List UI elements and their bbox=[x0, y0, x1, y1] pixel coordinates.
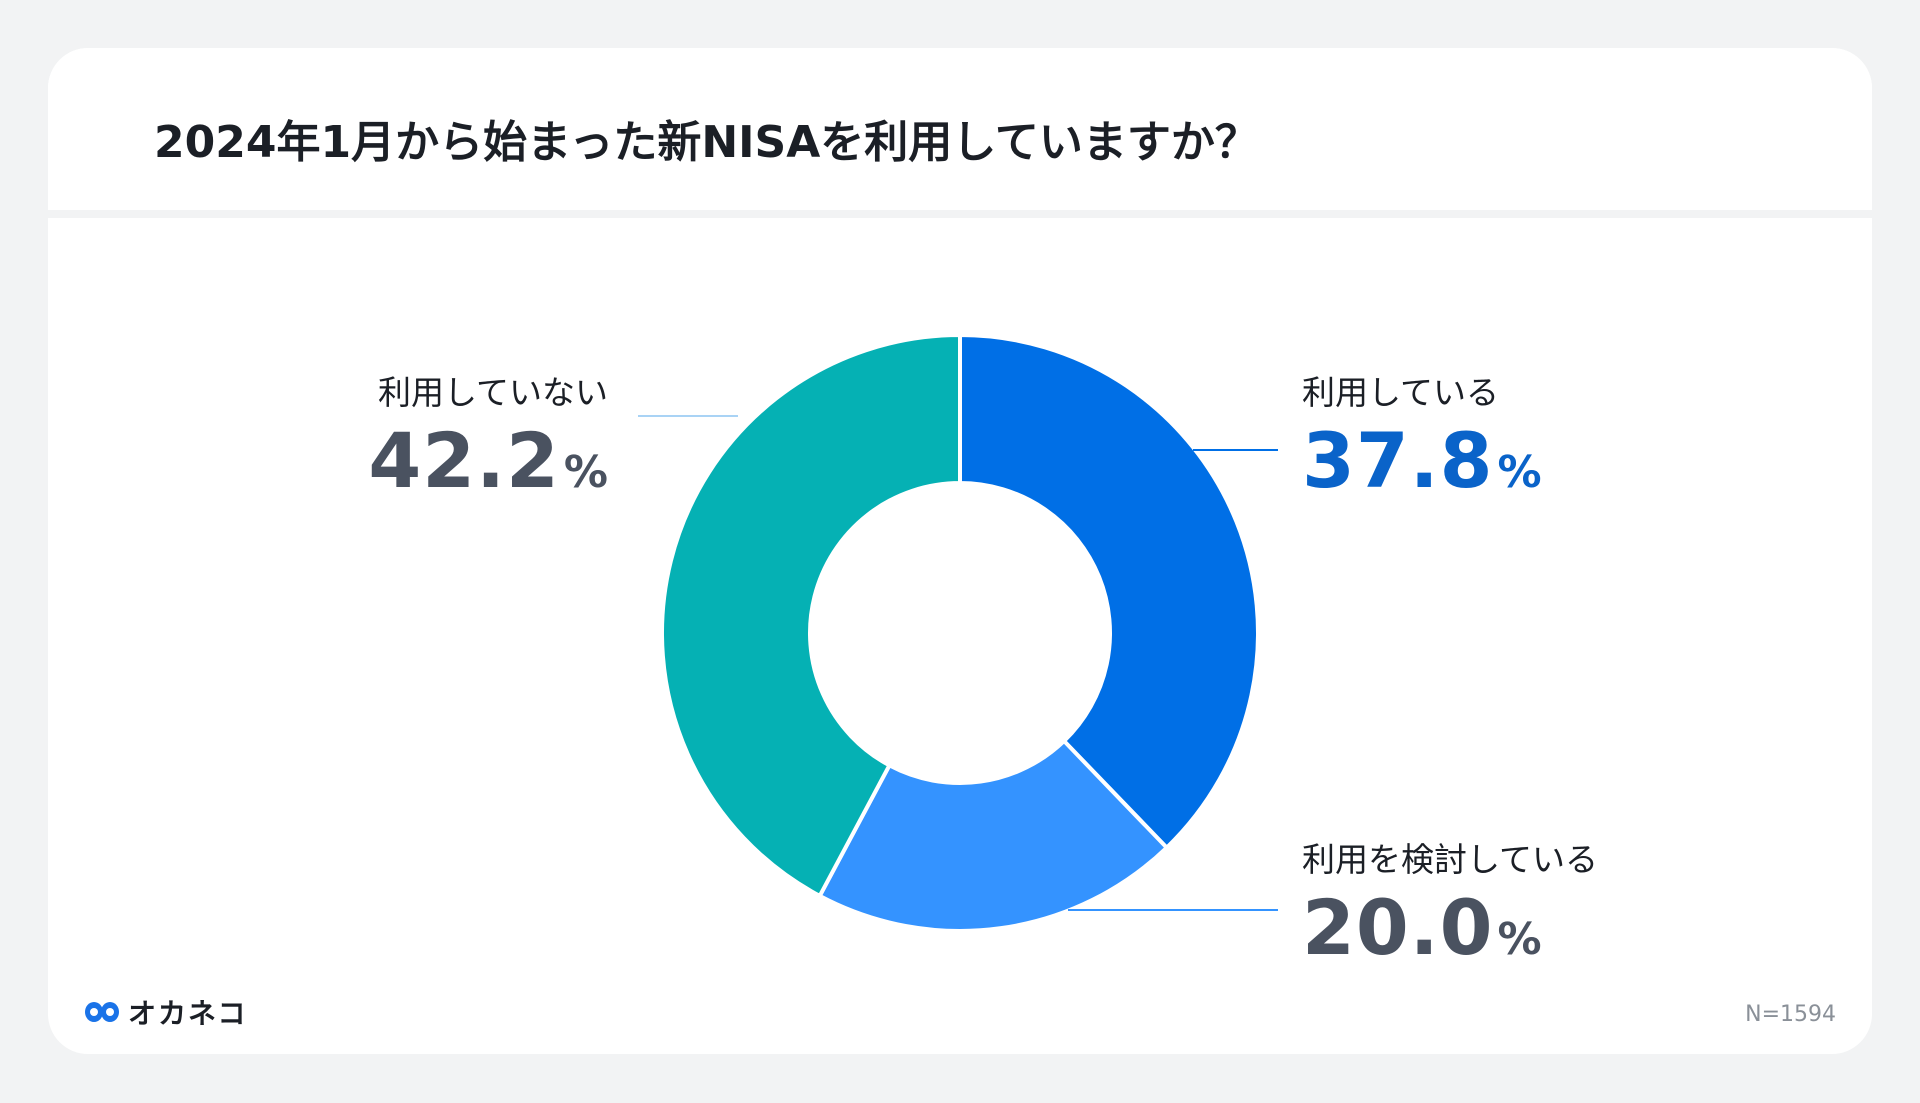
donut-slice-considering bbox=[817, 738, 1170, 933]
donut-chart bbox=[638, 332, 1278, 933]
label-not-using-unit: % bbox=[563, 447, 608, 498]
label-considering-value: 20.0% bbox=[1302, 890, 1598, 966]
label-using: 利用している 37.8% bbox=[1302, 376, 1542, 499]
chart-card: 2024年1月から始まった新NISAを利用していますか？ 利用している 37.8… bbox=[48, 48, 1872, 1054]
label-using-number: 37.8 bbox=[1302, 416, 1494, 505]
label-considering-number: 20.0 bbox=[1302, 883, 1494, 972]
donut-slice-using bbox=[958, 332, 1260, 851]
sample-size: N=1594 bbox=[1745, 1002, 1836, 1027]
chart-title: 2024年1月から始まった新NISAを利用していますか？ bbox=[154, 117, 1259, 168]
label-considering-unit: % bbox=[1497, 914, 1542, 965]
label-not-using-value: 42.2% bbox=[308, 423, 608, 499]
logo-text: オカネコ bbox=[128, 997, 248, 1030]
label-using-unit: % bbox=[1497, 447, 1542, 498]
header-divider bbox=[48, 210, 1872, 218]
okaneko-logo-icon bbox=[85, 1002, 119, 1022]
label-using-name: 利用している bbox=[1302, 373, 1500, 412]
label-not-using: 利用していない 42.2% bbox=[308, 376, 608, 499]
donut-slice-not-using bbox=[660, 332, 962, 899]
label-not-using-number: 42.2 bbox=[368, 416, 560, 505]
header: 2024年1月から始まった新NISAを利用していますか？ bbox=[48, 48, 1872, 210]
label-considering-name: 利用を検討している bbox=[1302, 840, 1599, 879]
brand-logo: オカネコ bbox=[84, 992, 247, 1032]
label-considering: 利用を検討している 20.0% bbox=[1302, 843, 1598, 966]
label-using-value: 37.8% bbox=[1302, 423, 1542, 499]
label-not-using-name: 利用していない bbox=[377, 373, 608, 412]
